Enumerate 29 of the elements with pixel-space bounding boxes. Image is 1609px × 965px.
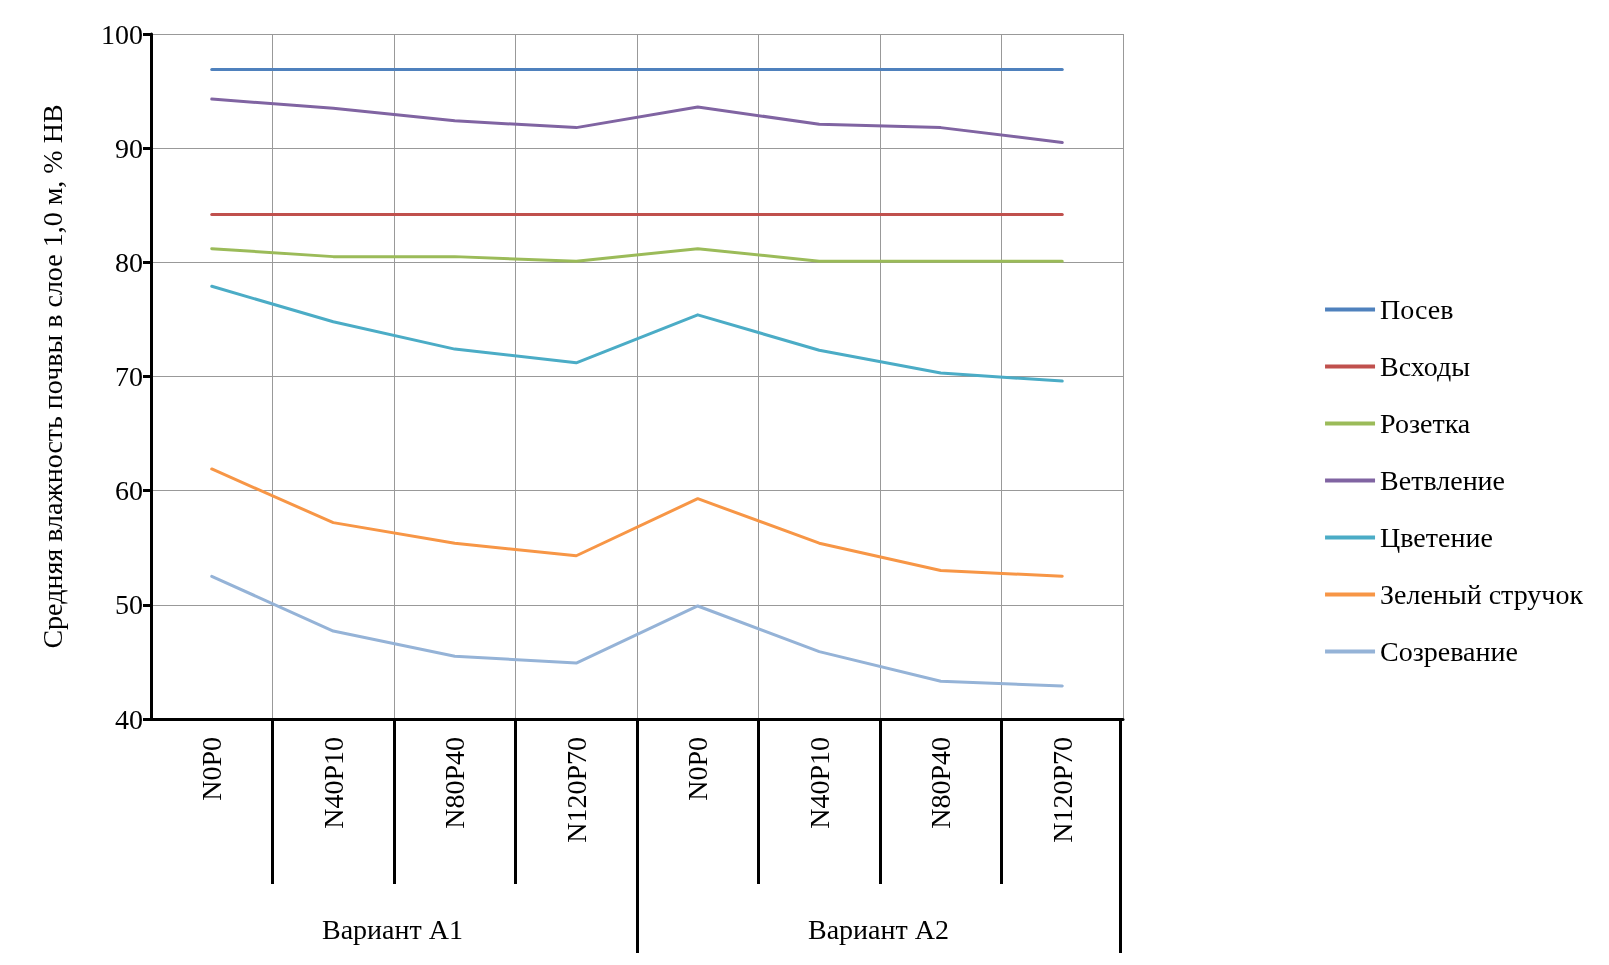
y-tick-label: 90 — [115, 132, 143, 164]
x-tick-label: N0P0 — [682, 737, 714, 801]
line-series — [210, 97, 1064, 144]
y-tick-label: 100 — [101, 18, 143, 50]
line-series — [210, 467, 1064, 578]
legend-label: Розетка — [1380, 408, 1471, 439]
y-tick-label: 50 — [115, 589, 143, 621]
x-tick-label: N40P10 — [317, 737, 349, 829]
y-axis-title: Средняя влажность почвы в слое 1,0 м, % НВ — [36, 104, 68, 649]
line-series — [210, 574, 1064, 688]
legend-label: Цветение — [1380, 522, 1493, 553]
x-tick-label: N0P0 — [196, 737, 228, 801]
legend-label: Всходы — [1380, 351, 1471, 382]
line-series — [210, 284, 1064, 383]
legend-label: Посев — [1380, 294, 1454, 325]
text: Вариант А1 — [322, 913, 463, 947]
legend-label: Зеленый стручок — [1380, 579, 1584, 610]
legend-label: Созревание — [1380, 636, 1518, 667]
text: Вариант А2 — [808, 913, 949, 947]
x-tick-label: N80P40 — [925, 737, 957, 829]
y-tick-label: 80 — [115, 246, 143, 278]
x-tick-label: N120P70 — [1046, 737, 1078, 843]
x-tick-label: N80P40 — [439, 737, 471, 829]
legend-label: Ветвление — [1380, 465, 1506, 496]
y-tick-label: 70 — [115, 361, 143, 392]
y-tick-label: 60 — [115, 475, 143, 507]
x-tick-label: N120P70 — [560, 737, 592, 843]
x-tick-label: N40P10 — [803, 737, 835, 829]
y-tick-label: 40 — [115, 703, 143, 735]
